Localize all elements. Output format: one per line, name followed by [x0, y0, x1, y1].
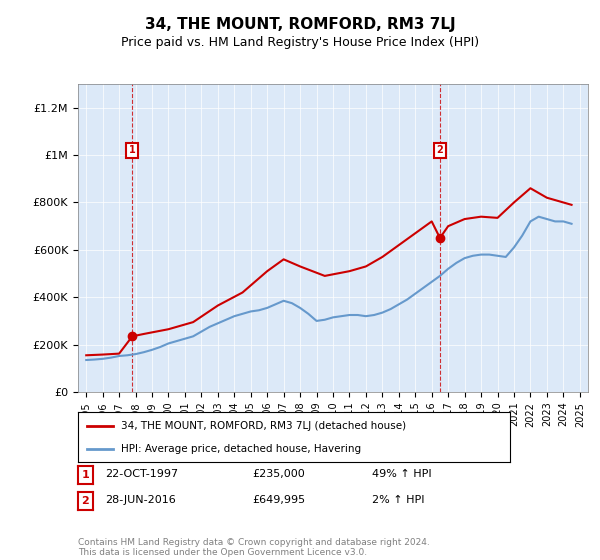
Text: 34, THE MOUNT, ROMFORD, RM3 7LJ: 34, THE MOUNT, ROMFORD, RM3 7LJ	[145, 17, 455, 32]
Text: 1: 1	[82, 470, 89, 480]
Text: 22-OCT-1997: 22-OCT-1997	[105, 469, 178, 479]
Text: 28-JUN-2016: 28-JUN-2016	[105, 494, 176, 505]
Text: 2% ↑ HPI: 2% ↑ HPI	[372, 494, 425, 505]
Text: Price paid vs. HM Land Registry's House Price Index (HPI): Price paid vs. HM Land Registry's House …	[121, 36, 479, 49]
Text: 49% ↑ HPI: 49% ↑ HPI	[372, 469, 431, 479]
Text: 2: 2	[437, 146, 443, 155]
Text: 2: 2	[82, 496, 89, 506]
Text: £649,995: £649,995	[252, 494, 305, 505]
Text: 1: 1	[129, 146, 136, 155]
Text: Contains HM Land Registry data © Crown copyright and database right 2024.
This d: Contains HM Land Registry data © Crown c…	[78, 538, 430, 557]
Text: £235,000: £235,000	[252, 469, 305, 479]
Text: 34, THE MOUNT, ROMFORD, RM3 7LJ (detached house): 34, THE MOUNT, ROMFORD, RM3 7LJ (detache…	[121, 421, 406, 431]
Text: HPI: Average price, detached house, Havering: HPI: Average price, detached house, Have…	[121, 445, 361, 454]
